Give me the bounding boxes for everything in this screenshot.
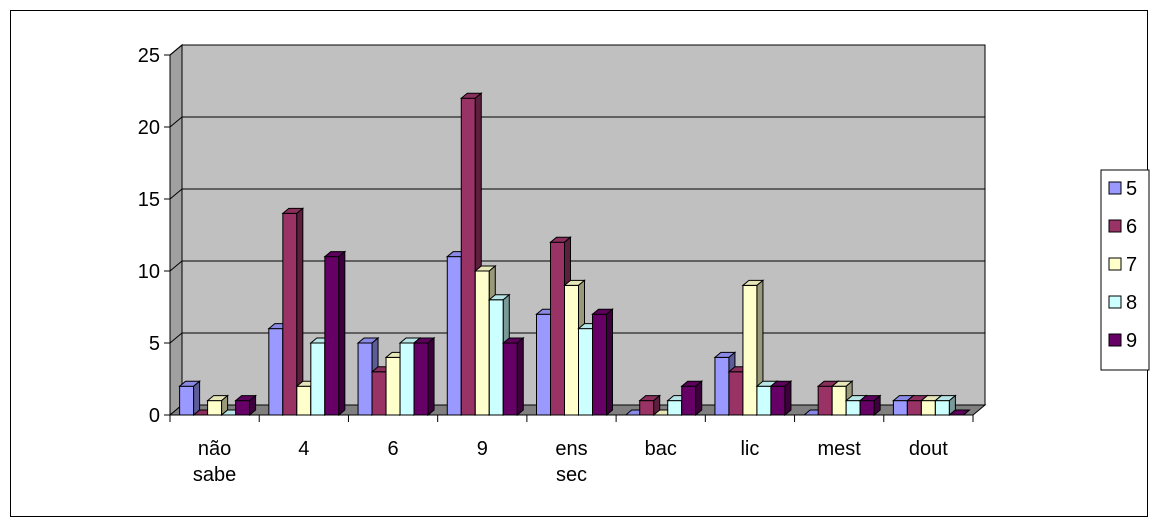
bar [591, 308, 614, 417]
x-category-label: mest [817, 438, 861, 460]
bar [741, 279, 765, 417]
bar [680, 380, 704, 417]
legend-swatch [1108, 219, 1122, 233]
legend-label: 9 [1126, 330, 1137, 352]
x-category-label: 9 [477, 438, 488, 460]
bar [323, 250, 347, 417]
bars-group [178, 92, 971, 417]
legend-label: 6 [1126, 216, 1137, 238]
x-category-label: bac [645, 438, 677, 460]
y-tick-label: 0 [149, 405, 160, 427]
x-category-label: 6 [387, 438, 398, 460]
legend-box [1100, 169, 1150, 371]
legend-label: 8 [1126, 292, 1137, 314]
bar [234, 394, 257, 417]
legend-swatch [1108, 295, 1122, 309]
gridlines [169, 44, 985, 344]
bar [769, 380, 793, 417]
legend: 5 6 7 8 9 [1100, 169, 1150, 371]
bar [501, 336, 525, 417]
axes-group [164, 54, 974, 422]
y-tick-label: 20 [138, 117, 160, 139]
gridline [169, 188, 985, 200]
gridline [169, 260, 985, 272]
x-axis-category-labels: não sabe 4 6 9 ens sec bac lic mest dout [193, 438, 948, 486]
legend-swatch [1108, 257, 1122, 271]
x-category-label: ens sec [555, 438, 587, 486]
bar [934, 394, 957, 417]
legend-swatch [1108, 181, 1122, 195]
gridline [169, 332, 985, 344]
gridline [169, 44, 985, 56]
bar [178, 380, 201, 417]
bar [412, 336, 436, 417]
legend-label: 7 [1126, 254, 1137, 276]
gridline [169, 116, 985, 128]
bar [858, 394, 882, 417]
y-tick-label: 5 [149, 333, 160, 355]
bar [206, 394, 229, 417]
legend-swatch [1108, 333, 1122, 347]
x-category-label: dout [909, 438, 948, 460]
side-wall [169, 43, 183, 417]
x-category-label: lic [740, 438, 759, 460]
bar [281, 207, 305, 417]
y-tick-label: 15 [138, 189, 160, 211]
y-axis-tick-labels: 0 5 10 15 20 25 [138, 45, 160, 427]
legend-label: 5 [1126, 178, 1137, 200]
y-tick-label: 10 [138, 261, 160, 283]
y-tick-label: 25 [138, 45, 160, 67]
x-category-label: 4 [298, 438, 309, 460]
x-category-label: não sabe [193, 438, 236, 486]
bar [638, 394, 662, 417]
